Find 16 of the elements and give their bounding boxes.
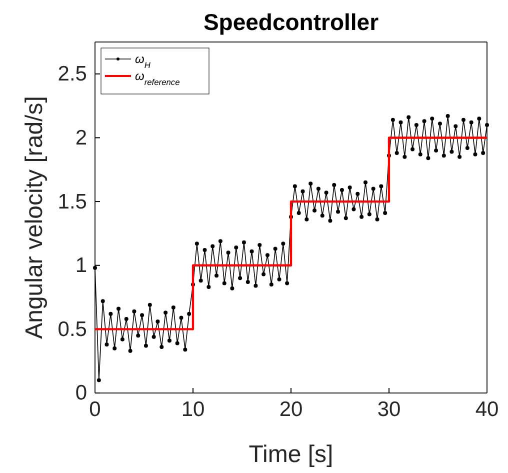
x-tick-label: 30 — [377, 398, 401, 421]
x-tick-label: 20 — [279, 398, 303, 421]
line-series — [94, 136, 488, 330]
y-axis-title: Angular velocity [rad/s] — [21, 96, 48, 339]
legend-label: ω$_{H}$ — [135, 52, 152, 70]
x-tick-label: 10 — [181, 398, 205, 421]
y-tick-label: 0 — [75, 382, 87, 405]
x-axis-title: Time [s] — [248, 441, 334, 468]
legend-label: ω$_{reference}$ — [135, 69, 180, 87]
x-tick-label: 40 — [475, 398, 499, 421]
y-tick-label: 1 — [75, 254, 87, 278]
y-tick-label: 1.5 — [58, 190, 87, 214]
chart-title: Speedcontroller — [203, 9, 379, 35]
y-tick-label: 0.5 — [58, 318, 87, 341]
y-tick-label: 2 — [75, 126, 87, 150]
y-tick-label: 2.5 — [58, 62, 87, 86]
